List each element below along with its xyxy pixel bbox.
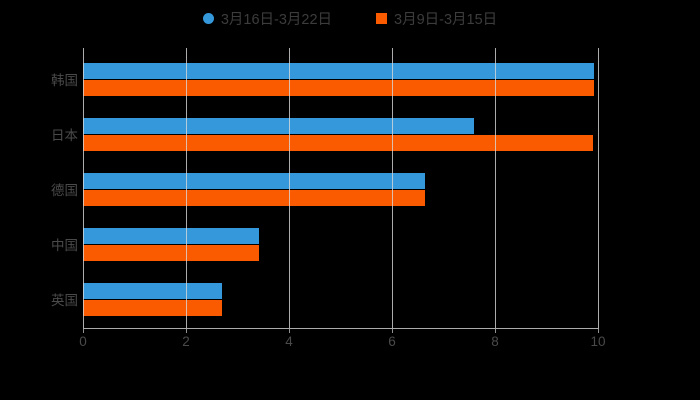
bar-series-1-category-4[interactable]: [83, 283, 223, 299]
chart-legend: 3月16日-3月22日 3月9日-3月15日: [0, 6, 700, 30]
square-marker-icon: [376, 12, 388, 24]
legend-label-series-2: 3月9日-3月15日: [394, 11, 498, 28]
y-axis-label-2: 德国: [51, 183, 78, 198]
legend-entry-series-1[interactable]: 3月16日-3月22日: [202, 8, 333, 29]
bar-series-2-category-2[interactable]: [83, 190, 425, 206]
bar-series-1-category-1[interactable]: [83, 118, 475, 134]
x-tick-mark-8: [495, 328, 496, 333]
x-tick-mark-6: [392, 328, 393, 333]
x-tick-mark-2: [186, 328, 187, 333]
y-axis-label-4: 英国: [51, 293, 78, 308]
bar-series-1-category-3[interactable]: [83, 228, 260, 244]
x-axis-label-8: 8: [491, 334, 499, 349]
x-axis-label-0: 0: [79, 334, 87, 349]
legend-label-series-1: 3月16日-3月22日: [220, 11, 333, 28]
bar-series-1-category-0[interactable]: [83, 63, 594, 79]
gridline-x-2: [186, 48, 187, 328]
gridline-x-0: [83, 48, 84, 328]
gridline-x-6: [392, 48, 393, 328]
x-tick-mark-4: [289, 328, 290, 333]
x-axis-label-2: 2: [182, 334, 190, 349]
gridline-x-8: [495, 48, 496, 328]
circle-marker-icon: [202, 12, 214, 24]
bar-series-1-category-2[interactable]: [83, 173, 425, 189]
gridline-x-4: [289, 48, 290, 328]
bar-series-2-category-3[interactable]: [83, 245, 260, 261]
bar-series-2-category-4[interactable]: [83, 300, 223, 316]
x-axis-label-6: 6: [388, 334, 396, 349]
gridline-x-10: [598, 48, 599, 328]
x-axis-line: [83, 328, 599, 329]
x-tick-mark-0: [83, 328, 84, 333]
y-axis-label-1: 日本: [51, 128, 78, 143]
legend-entry-series-2[interactable]: 3月9日-3月15日: [376, 8, 497, 29]
x-axis-label-4: 4: [285, 334, 293, 349]
x-tick-mark-10: [598, 328, 599, 333]
y-axis-label-3: 中国: [51, 238, 78, 253]
plot-area: [83, 48, 599, 328]
y-axis-label-0: 韩国: [51, 73, 78, 88]
bar-series-2-category-1[interactable]: [83, 135, 593, 151]
x-axis-label-10: 10: [590, 334, 606, 349]
bar-series-2-category-0[interactable]: [83, 80, 594, 96]
